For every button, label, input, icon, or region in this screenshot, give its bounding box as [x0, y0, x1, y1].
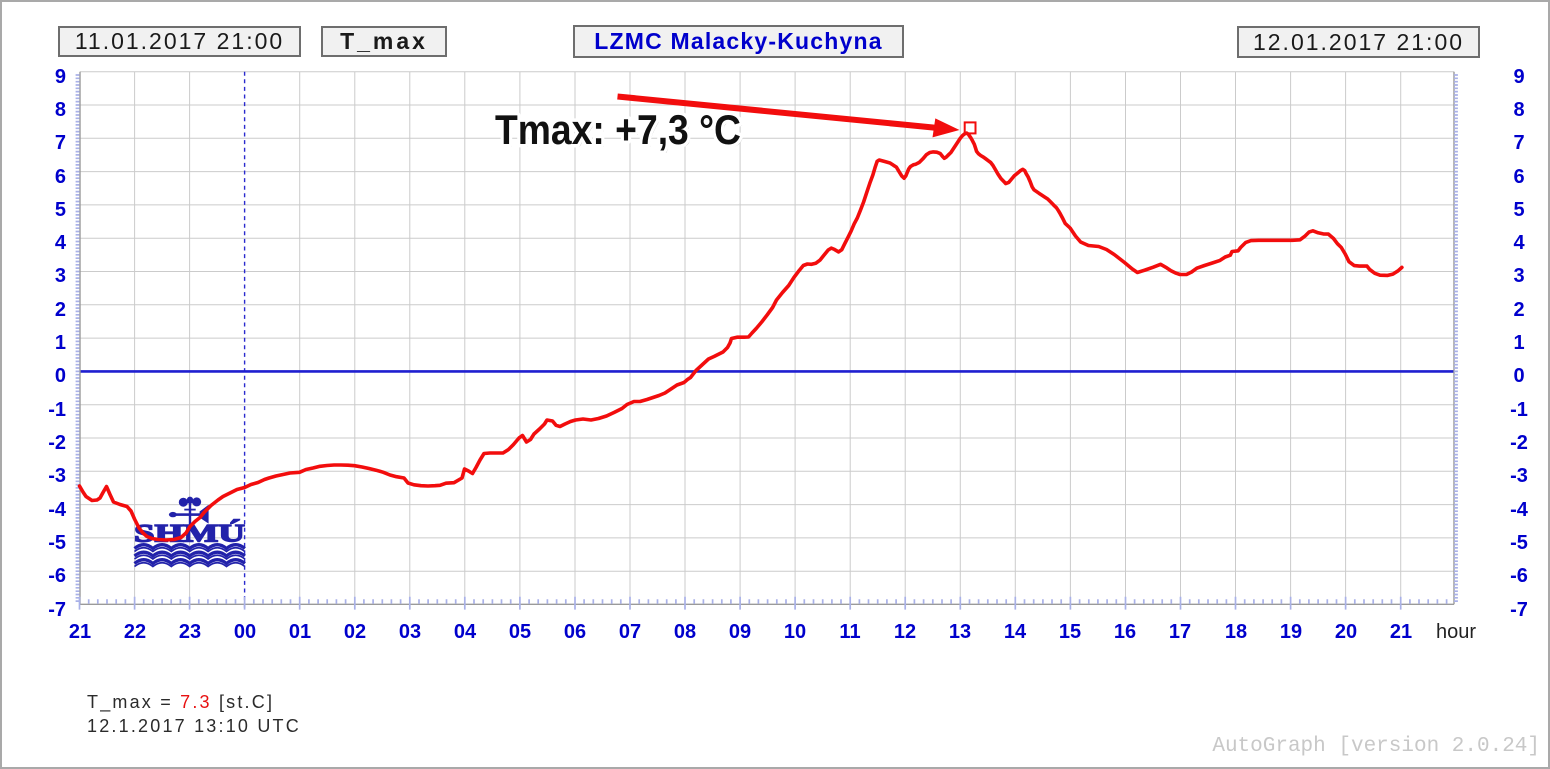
svg-text:22: 22 — [124, 621, 146, 643]
svg-text:-4: -4 — [1510, 499, 1529, 521]
svg-text:4: 4 — [1513, 232, 1525, 254]
svg-text:03: 03 — [399, 621, 421, 643]
svg-text:2: 2 — [1513, 299, 1524, 321]
svg-text:15: 15 — [1059, 621, 1081, 643]
svg-text:-3: -3 — [1510, 465, 1528, 487]
svg-text:23: 23 — [179, 621, 201, 643]
svg-text:1: 1 — [55, 332, 66, 354]
svg-text:-2: -2 — [48, 432, 66, 454]
svg-text:09: 09 — [729, 621, 751, 643]
svg-text:05: 05 — [509, 621, 531, 643]
svg-text:hour: hour — [1436, 621, 1476, 643]
svg-text:0: 0 — [1513, 365, 1524, 387]
svg-text:7: 7 — [55, 132, 66, 154]
svg-text:8: 8 — [55, 99, 66, 121]
svg-text:00: 00 — [234, 621, 256, 643]
svg-text:5: 5 — [1513, 199, 1524, 221]
svg-text:20: 20 — [1335, 621, 1357, 643]
svg-text:9: 9 — [1513, 66, 1524, 88]
svg-text:06: 06 — [564, 621, 586, 643]
svg-text:19: 19 — [1280, 621, 1302, 643]
svg-text:-2: -2 — [1510, 432, 1528, 454]
svg-text:13: 13 — [949, 621, 971, 643]
svg-text:21: 21 — [69, 621, 91, 643]
svg-text:18: 18 — [1225, 621, 1247, 643]
svg-text:0: 0 — [55, 365, 66, 387]
svg-text:Tmax: +7,3 °C: Tmax: +7,3 °C — [495, 106, 741, 153]
svg-text:17: 17 — [1169, 621, 1191, 643]
svg-text:10: 10 — [784, 621, 806, 643]
svg-text:02: 02 — [344, 621, 366, 643]
svg-text:Tmax: +7,3 °C: Tmax: +7,3 °C — [498, 109, 744, 156]
svg-text:6: 6 — [55, 166, 66, 188]
svg-text:-6: -6 — [1510, 565, 1528, 587]
svg-text:01: 01 — [289, 621, 311, 643]
svg-text:-5: -5 — [1510, 532, 1528, 554]
svg-text:08: 08 — [674, 621, 696, 643]
svg-text:5: 5 — [55, 199, 66, 221]
svg-text:11: 11 — [839, 621, 860, 643]
svg-text:04: 04 — [454, 621, 477, 643]
svg-text:12: 12 — [894, 621, 916, 643]
svg-text:07: 07 — [619, 621, 641, 643]
svg-text:-7: -7 — [1510, 599, 1528, 621]
svg-text:2: 2 — [55, 299, 66, 321]
svg-text:SHMÚ: SHMÚ — [134, 520, 245, 548]
svg-text:-5: -5 — [48, 532, 66, 554]
svg-text:3: 3 — [55, 265, 66, 287]
svg-text:-1: -1 — [48, 399, 66, 421]
svg-text:7: 7 — [1513, 132, 1524, 154]
svg-text:14: 14 — [1004, 621, 1027, 643]
svg-text:-6: -6 — [48, 565, 66, 587]
svg-text:4: 4 — [55, 232, 67, 254]
svg-text:-4: -4 — [48, 499, 67, 521]
svg-text:9: 9 — [55, 66, 66, 88]
svg-text:6: 6 — [1513, 166, 1524, 188]
svg-text:3: 3 — [1513, 265, 1524, 287]
svg-text:21: 21 — [1390, 621, 1412, 643]
svg-text:16: 16 — [1114, 621, 1136, 643]
svg-text:8: 8 — [1513, 99, 1524, 121]
svg-text:1: 1 — [1513, 332, 1524, 354]
svg-text:-7: -7 — [48, 599, 66, 621]
svg-text:-1: -1 — [1510, 399, 1528, 421]
svg-text:-3: -3 — [48, 465, 66, 487]
